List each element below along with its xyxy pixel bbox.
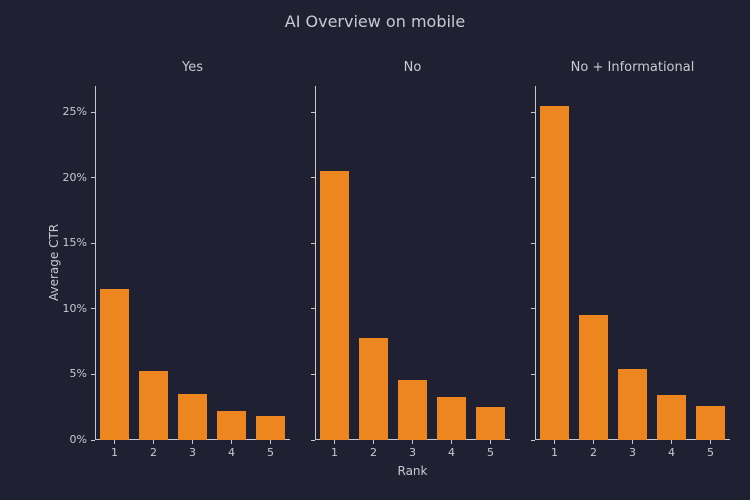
figure: AI Overview on mobile Yes0%5%10%15%20%25… — [0, 0, 750, 500]
bar — [476, 407, 505, 440]
x-tick-label: 4 — [228, 446, 235, 459]
bar — [437, 397, 466, 440]
x-tick-label: 2 — [590, 446, 597, 459]
bar — [579, 315, 608, 440]
bar — [657, 395, 686, 440]
x-tick-label: 3 — [189, 446, 196, 459]
bar — [540, 106, 569, 440]
x-tick-label: 5 — [707, 446, 714, 459]
bar — [217, 411, 246, 440]
bar — [256, 416, 285, 440]
y-tick-label: 20% — [63, 171, 87, 184]
bar — [100, 289, 129, 440]
bar — [178, 394, 207, 440]
x-tick-label: 5 — [267, 446, 274, 459]
suptitle: AI Overview on mobile — [0, 12, 750, 31]
y-tick-label: 5% — [70, 367, 87, 380]
x-tick-label: 3 — [409, 446, 416, 459]
bar — [320, 171, 349, 440]
x-tick-label: 1 — [551, 446, 558, 459]
panel-0: Yes0%5%10%15%20%25%12345Average CTR — [95, 86, 290, 440]
bar — [359, 338, 388, 440]
plot-area — [95, 86, 290, 440]
bar — [618, 369, 647, 440]
x-tick-label: 2 — [370, 446, 377, 459]
bar — [139, 371, 168, 440]
x-tick-label: 1 — [111, 446, 118, 459]
bar — [696, 406, 725, 440]
panel-title: Yes — [95, 60, 290, 75]
y-tick-label: 10% — [63, 302, 87, 315]
x-tick-label: 3 — [629, 446, 636, 459]
bar — [398, 380, 427, 440]
x-tick-label: 4 — [668, 446, 675, 459]
plot-area — [315, 86, 510, 440]
panel-1: No12345Rank — [315, 86, 510, 440]
x-axis-label: Rank — [315, 464, 510, 478]
x-tick-label: 2 — [150, 446, 157, 459]
panel-title: No + Informational — [535, 60, 730, 75]
y-tick-label: 15% — [63, 236, 87, 249]
plot-area — [535, 86, 730, 440]
x-tick-label: 1 — [331, 446, 338, 459]
panel-2: No + Informational12345 — [535, 86, 730, 440]
y-tick-label: 0% — [70, 433, 87, 446]
x-tick-label: 5 — [487, 446, 494, 459]
x-tick-label: 4 — [448, 446, 455, 459]
panel-title: No — [315, 60, 510, 75]
y-tick-label: 25% — [63, 105, 87, 118]
y-axis-label: Average CTR — [47, 224, 61, 301]
